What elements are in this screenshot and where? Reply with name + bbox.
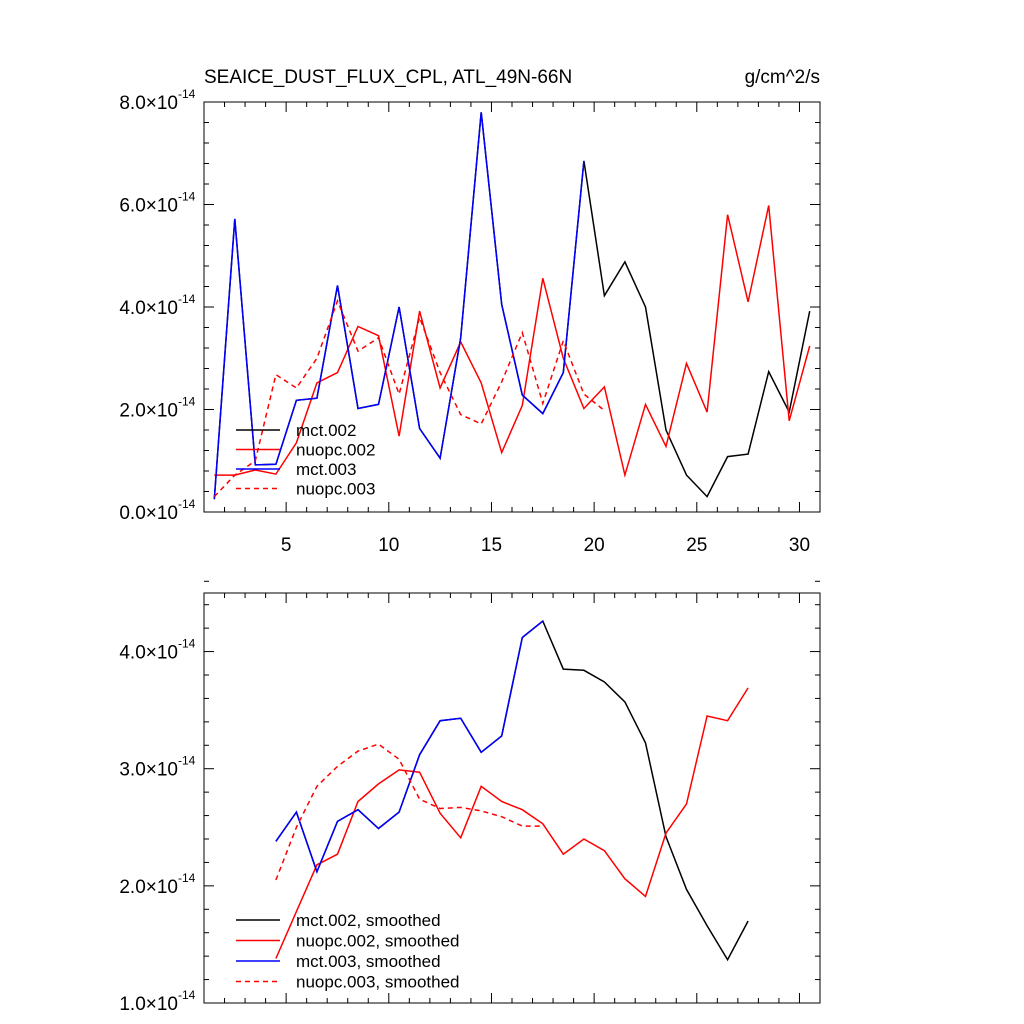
x-tick-label: 5 bbox=[281, 535, 292, 556]
y-axis-labels: 0.0×10 -142.0×10 -144.0×10 -146.0×10 -148.0×… bbox=[119, 87, 195, 524]
y-tick-label: 3.0×10 bbox=[119, 760, 178, 781]
x-tick-label: 30 bbox=[789, 535, 810, 556]
y-tick-exponent: -14 bbox=[178, 754, 196, 768]
y-tick-label: 8.0×10 bbox=[119, 93, 178, 114]
legend: mct.002, smoothed nuopc.002, smoothedmct.… bbox=[236, 911, 460, 992]
series-lines bbox=[213, 112, 811, 500]
y-tick-label: 2.0×10 bbox=[119, 877, 178, 898]
x-tick-label: 25 bbox=[686, 535, 707, 556]
series-line-mct-003-smoothed bbox=[275, 620, 544, 874]
bottom-chart-panel: 1.0×10 -142.0×10 -143.0×10 -144.0×10 -14 mct… bbox=[119, 580, 821, 1015]
legend-label: mct.003 bbox=[296, 460, 356, 479]
x-tick-label: 10 bbox=[378, 535, 399, 556]
legend-label: nuopc.002 bbox=[296, 441, 375, 460]
y-tick-exponent: -14 bbox=[178, 87, 196, 101]
legend-label: nuopc.003 bbox=[296, 480, 375, 499]
x-tick-label: 15 bbox=[481, 535, 502, 556]
y-tick-label: 2.0×10 bbox=[119, 401, 178, 422]
y-tick-exponent: -14 bbox=[178, 497, 196, 511]
legend-label: mct.002 bbox=[296, 421, 356, 440]
legend-label: nuopc.003, smoothed bbox=[296, 973, 460, 992]
x-tick-label: 20 bbox=[584, 535, 605, 556]
series-line-nuopc-003-smoothed bbox=[275, 743, 543, 881]
legend-label: mct.002, smoothed bbox=[296, 911, 441, 930]
top-chart-panel: SEAICE_DUST_FLUX_CPL, ATL_49N-66N g/cm^2… bbox=[119, 67, 821, 556]
series-line-mct-003 bbox=[213, 112, 585, 500]
y-tick-exponent: -14 bbox=[178, 190, 196, 204]
y-tick-label: 4.0×10 bbox=[119, 298, 178, 319]
y-axis-labels: 1.0×10 -142.0×10 -143.0×10 -144.0×10 -14 bbox=[119, 637, 195, 1015]
chart-title: SEAICE_DUST_FLUX_CPL, ATL_49N-66N bbox=[204, 67, 572, 88]
y-tick-exponent: -14 bbox=[178, 395, 196, 409]
series-line-nuopc-002-smoothed bbox=[275, 687, 749, 959]
y-tick-label: 4.0×10 bbox=[119, 643, 178, 664]
y-tick-exponent: -14 bbox=[178, 292, 196, 306]
axis-ticks bbox=[203, 580, 821, 1004]
legend-label: nuopc.002, smoothed bbox=[296, 932, 460, 951]
axis-ticks bbox=[203, 101, 821, 513]
legend-label: mct.003, smoothed bbox=[296, 952, 441, 971]
y-tick-label: 1.0×10 bbox=[119, 994, 178, 1015]
x-axis-labels: 5 10 15 20 25 30 bbox=[281, 535, 810, 556]
y-tick-exponent: -14 bbox=[178, 871, 196, 885]
series-lines bbox=[275, 619, 749, 962]
y-tick-label: 0.0×10 bbox=[119, 503, 178, 524]
series-line-nuopc-002 bbox=[214, 205, 811, 479]
y-tick-exponent: -14 bbox=[178, 637, 196, 651]
y-tick-label: 6.0×10 bbox=[119, 196, 178, 217]
chart-units: g/cm^2/s bbox=[745, 67, 820, 88]
y-tick-exponent: -14 bbox=[178, 988, 196, 1002]
series-line-nuopc-003 bbox=[213, 298, 605, 498]
